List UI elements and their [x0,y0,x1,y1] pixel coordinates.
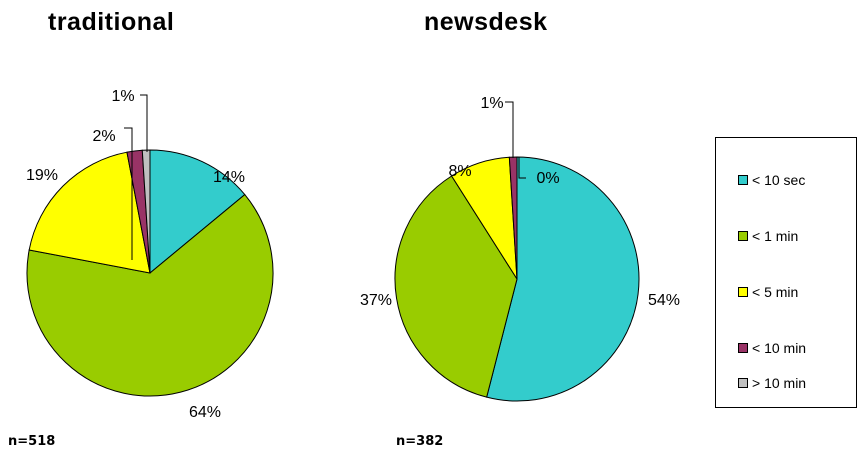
legend-item-lt-10-sec: < 10 sec [738,172,805,188]
slice-label-traditional-lt-10-min: 2% [92,128,115,145]
slice-label-newsdesk-lt-5-min: 8% [448,163,471,180]
legend-item-lt-5-min: < 5 min [738,284,798,300]
sample-size-newsdesk: n=382 [396,434,444,449]
leader-line-newsdesk-lt-10-min [505,101,514,158]
legend-item-gt-10-min: > 10 min [738,375,806,391]
legend-label: < 10 min [752,340,807,356]
pie-slice-traditional-gt-10-min [141,149,151,274]
legend: < 10 sec < 1 min < 5 min < 10 min > 10 m… [715,137,857,408]
legend-item-lt-10-min: < 10 min [738,340,806,356]
pie-slice-traditional-lt-5-min [28,151,151,274]
slice-label-newsdesk-lt-1-min: 37% [360,292,392,309]
chart-title-newsdesk: newsdesk [424,8,548,36]
legend-swatch-lt-5-min [738,287,748,297]
slice-label-traditional-gt-10-min: 1% [111,88,134,105]
leader-line-traditional-gt-10-min [140,94,148,152]
slice-label-newsdesk-lt-10-min: 1% [480,95,503,112]
pie-slice-traditional-lt-1-min [26,193,274,397]
legend-label: < 10 sec [752,172,806,188]
sample-size-traditional: n=518 [8,434,56,449]
legend-label: < 5 min [752,284,799,300]
chart-title-traditional: traditional [48,8,175,36]
legend-swatch-gt-10-min [738,378,748,388]
slice-label-traditional-lt-10-sec: 14% [213,169,245,186]
slice-label-newsdesk-gt-10-min: 0% [536,170,559,187]
legend-label: < 1 min [752,228,799,244]
legend-label: > 10 min [752,375,807,391]
leader-line-traditional-lt-10-min [124,127,133,260]
pie-slice-traditional-lt-10-sec [149,149,246,275]
legend-item-lt-1-min: < 1 min [738,228,798,244]
legend-swatch-lt-10-sec [738,175,748,185]
slice-label-traditional-lt-5-min: 19% [26,167,58,184]
pie-slice-newsdesk-lt-10-sec [486,156,640,402]
leader-line-newsdesk-gt-10-min [518,157,526,179]
legend-swatch-lt-1-min [738,231,748,241]
slice-label-traditional-lt-1-min: 64% [189,404,221,421]
slice-label-newsdesk-lt-10-sec: 54% [648,292,680,309]
legend-swatch-lt-10-min [738,343,748,353]
